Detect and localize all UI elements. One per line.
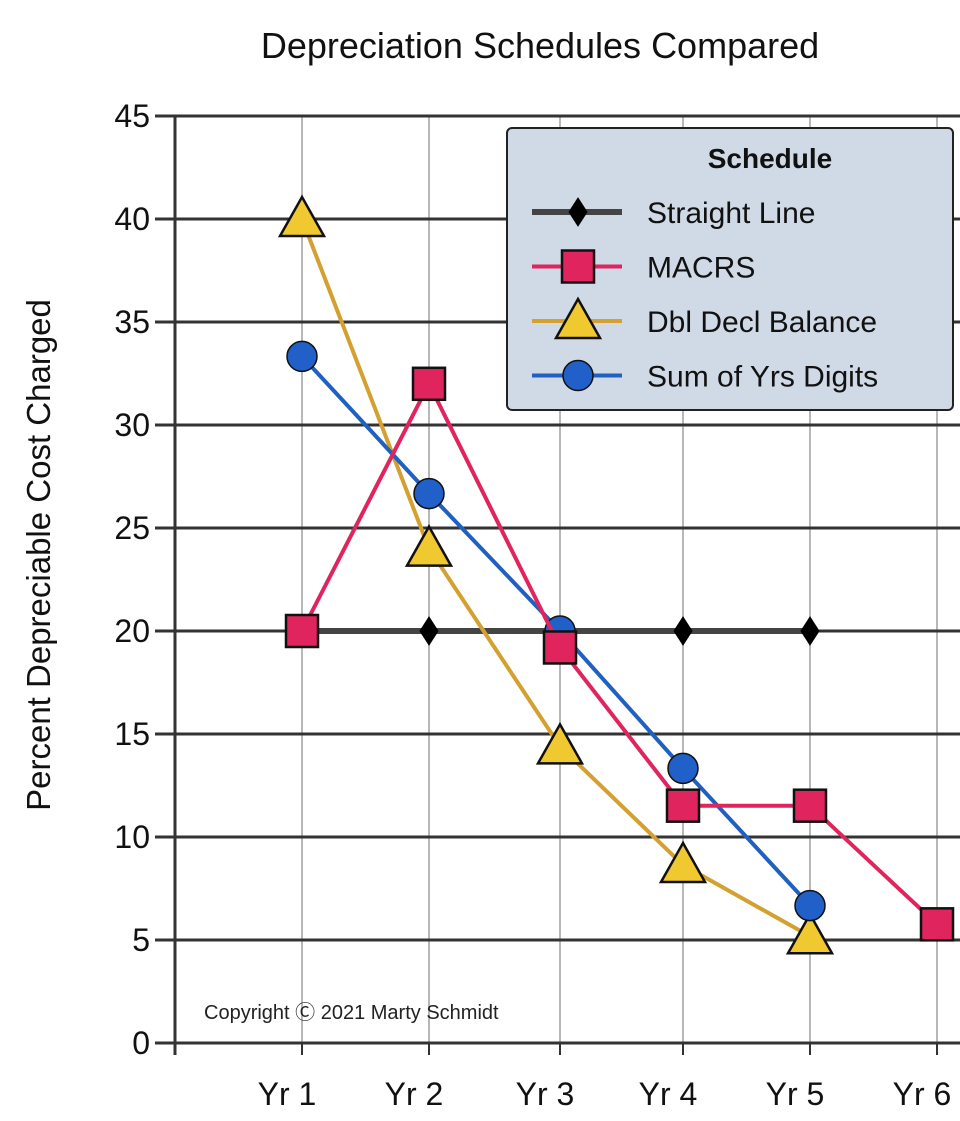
- legend-marker-straight-line: [568, 197, 588, 227]
- y-tick-label: 45: [114, 98, 150, 134]
- legend-marker-dbl-decl-balance: [553, 296, 603, 340]
- dbl-decl-balance-point: [404, 524, 454, 567]
- dbl-decl-balance-point: [658, 840, 708, 884]
- sum-of-yrs-digits-point: [413, 477, 445, 510]
- y-tick-label: 15: [114, 716, 150, 752]
- sum-of-yrs-digits-point: [667, 752, 699, 785]
- x-tick-label: Yr 1: [258, 1076, 317, 1112]
- y-tick-label: 35: [114, 304, 150, 340]
- y-axis-label: Percent Depreciable Cost Charged: [20, 299, 57, 811]
- y-tick-label: 10: [114, 819, 150, 855]
- legend: Schedule Straight Line MACRS Dbl Decl Bala…: [506, 127, 954, 411]
- legend-box: [506, 127, 954, 411]
- x-tick-label: Yr 3: [516, 1076, 575, 1112]
- x-tick-label: Yr 4: [639, 1076, 698, 1112]
- legend-marker-sum-of-yrs-digits: [562, 359, 594, 392]
- sum-of-yrs-digits-point: [794, 889, 826, 922]
- legend-label-sum-of-yrs-digits: Sum of Yrs Digits: [647, 361, 878, 394]
- y-tick-label: 40: [114, 201, 150, 237]
- macrs-point: [792, 788, 828, 823]
- straight-line-point: [800, 616, 820, 646]
- copyright-annotation: Copyright Ⓒ 2021 Marty Schmidt: [204, 1001, 499, 1024]
- legend-label-dbl-decl-balance: Dbl Decl Balance: [647, 306, 877, 339]
- y-tick-label: 20: [114, 613, 150, 649]
- legend-label-macrs: MACRS: [647, 252, 755, 285]
- legend-marker-macrs: [560, 249, 596, 284]
- x-tick-label: Yr 6: [893, 1076, 952, 1112]
- macrs-point: [284, 613, 320, 649]
- dbl-decl-balance-point: [277, 194, 327, 238]
- x-tick-label: Yr 5: [766, 1076, 825, 1112]
- y-tick-label: 25: [114, 510, 150, 546]
- straight-line-point: [673, 616, 693, 646]
- sum-of-yrs-digits-point: [286, 340, 318, 373]
- macrs-line: [300, 379, 939, 926]
- macrs-point: [665, 788, 701, 823]
- y-tick-label: 5: [132, 922, 150, 958]
- legend-title: Schedule: [708, 143, 832, 174]
- x-tick-label: Yr 2: [385, 1076, 444, 1112]
- legend-label-straight-line: Straight Line: [647, 197, 815, 230]
- dbl-decl-balance-point: [785, 911, 835, 955]
- straight-line-point: [419, 616, 439, 646]
- chart-title: Depreciation Schedules Compared: [261, 25, 819, 66]
- dbl-decl-balance-point: [535, 721, 585, 765]
- y-tick-label: 0: [132, 1025, 150, 1061]
- macrs-point: [411, 366, 447, 402]
- macrs-point: [542, 630, 578, 665]
- macrs-point: [919, 907, 955, 942]
- y-tick-label: 30: [114, 407, 150, 443]
